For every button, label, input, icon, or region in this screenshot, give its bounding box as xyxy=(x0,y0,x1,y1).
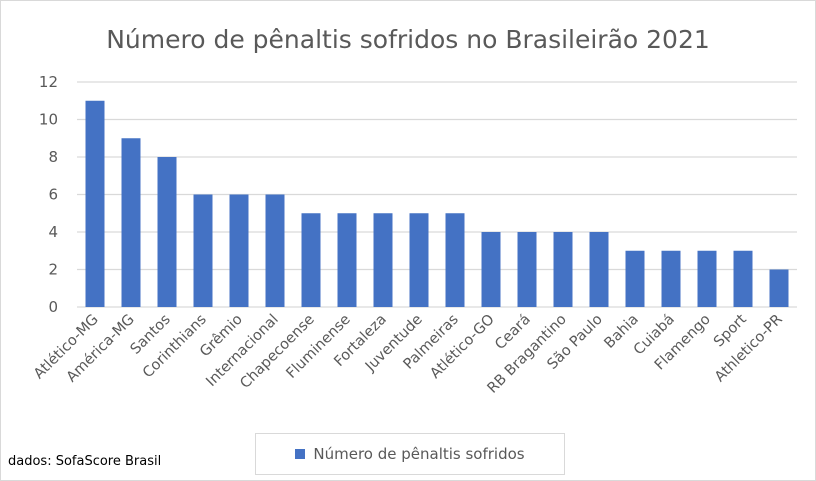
bar xyxy=(121,138,141,307)
bar xyxy=(697,250,717,307)
y-tick-label: 10 xyxy=(39,111,58,129)
y-tick-label: 8 xyxy=(48,148,58,166)
y-tick-label: 12 xyxy=(39,73,58,91)
y-tick-label: 2 xyxy=(48,261,58,279)
bar xyxy=(733,250,753,307)
bar xyxy=(517,232,537,307)
bar xyxy=(409,213,429,307)
bar xyxy=(625,250,645,307)
bar xyxy=(193,194,213,307)
legend: Número de pênaltis sofridos xyxy=(255,433,565,475)
x-tick-label: Atlético-GO xyxy=(427,312,497,382)
bar xyxy=(229,194,249,307)
legend-label: Número de pênaltis sofridos xyxy=(313,445,525,463)
legend-swatch xyxy=(295,449,306,459)
y-tick-label: 6 xyxy=(48,186,58,204)
bar xyxy=(265,194,285,307)
bar xyxy=(769,269,789,307)
bar xyxy=(373,213,393,307)
bar xyxy=(85,100,105,307)
bar xyxy=(661,250,681,307)
chart-title: Número de pênaltis sofridos no Brasileir… xyxy=(106,25,710,54)
bar xyxy=(337,213,357,307)
bar xyxy=(445,213,465,307)
bar xyxy=(589,232,609,307)
y-tick-label: 0 xyxy=(48,298,58,316)
bar xyxy=(553,232,573,307)
y-tick-label: 4 xyxy=(48,223,58,241)
bar xyxy=(481,232,501,307)
source-note: dados: SofaScore Brasil xyxy=(8,454,162,469)
bar xyxy=(157,157,177,307)
bar xyxy=(301,213,321,307)
